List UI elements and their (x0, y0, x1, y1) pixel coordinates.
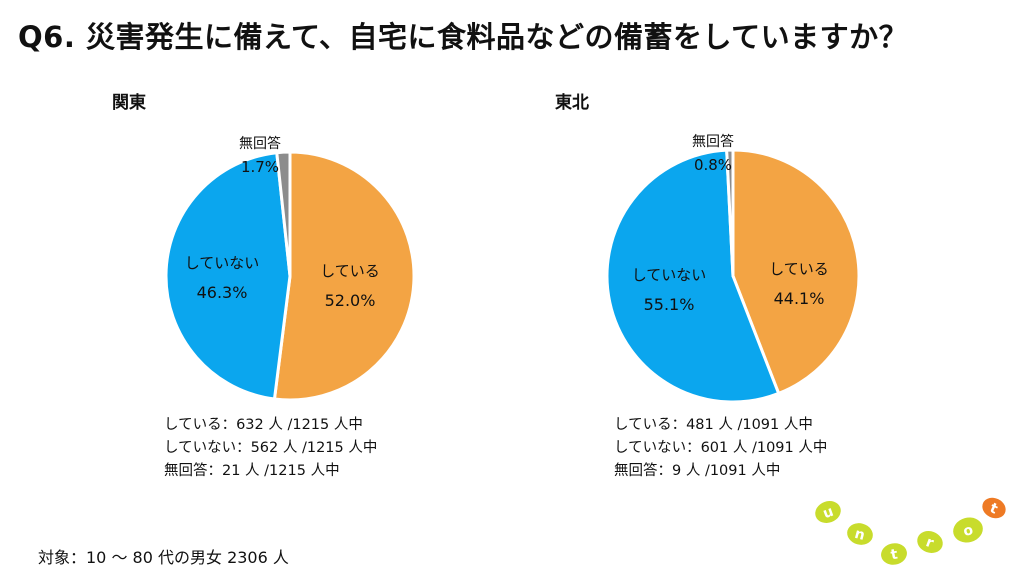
slice-category-label: していない (632, 266, 707, 284)
stats-line-na: 無回答：21 人 /1215 人中 (164, 463, 340, 479)
logo-letter-blob: u (815, 501, 841, 523)
footnote: 対象：10 〜 80 代の男女 2306 人 (38, 548, 289, 567)
slice-yes (272, 150, 416, 402)
slice-category-label: 無回答 (692, 133, 734, 150)
slice-na (725, 148, 735, 278)
region-label-tohoku: 東北 (555, 93, 589, 113)
svg-text:o: o (962, 522, 976, 540)
stats-line-no: していない：601 人 /1091 人中 (614, 440, 828, 456)
slice-value-label: 44.1% (774, 289, 825, 308)
slice-na (275, 150, 292, 278)
logo-letter-blob: t (881, 543, 907, 565)
stats-line-na: 無回答：9 人 /1091 人中 (614, 463, 781, 479)
logo-letter-blob: n (847, 523, 873, 545)
slice-category-label: 無回答 (239, 135, 281, 152)
pie-chart-tohoku: している 44.1% していない 55.1% 無回答 0.8% (605, 133, 861, 404)
logo-letter-blob: r (917, 531, 943, 553)
slice-value-label: 46.3% (197, 283, 248, 302)
logo-letter-blob: t (982, 497, 1006, 519)
stats-line-no: していない：562 人 /1215 人中 (164, 440, 378, 456)
stats-tohoku: している：481 人 /1091 人中 していない：601 人 /1091 人中… (614, 414, 827, 483)
slice-category-label: している (769, 260, 829, 278)
slice-yes (731, 148, 861, 395)
region-label-kanto: 関東 (112, 93, 146, 113)
slice-category-label: している (320, 262, 380, 280)
stats-line-yes: している：481 人 /1091 人中 (614, 417, 813, 433)
pie-chart-kanto: している 52.0% していない 46.3% 無回答 1.7% (164, 135, 416, 402)
slice-no (605, 148, 781, 404)
slice-value-label: 55.1% (644, 295, 695, 314)
slice-category-label: していない (185, 254, 260, 272)
stats-line-yes: している：632 人 /1215 人中 (164, 417, 363, 433)
svg-text:t: t (889, 546, 899, 563)
slice-no (164, 151, 292, 401)
stats-kanto: している：632 人 /1215 人中 していない：562 人 /1215 人中… (164, 414, 377, 483)
slice-value-label: 1.7% (241, 158, 279, 176)
slice-value-label: 52.0% (325, 291, 376, 310)
logo-letter-blob: o (953, 517, 983, 543)
svg-text:n: n (853, 526, 867, 544)
page-title: Q6. 災害発生に備えて、自宅に食料品などの備蓄をしていますか？ (18, 20, 909, 54)
slice-value-label: 0.8% (694, 156, 732, 174)
